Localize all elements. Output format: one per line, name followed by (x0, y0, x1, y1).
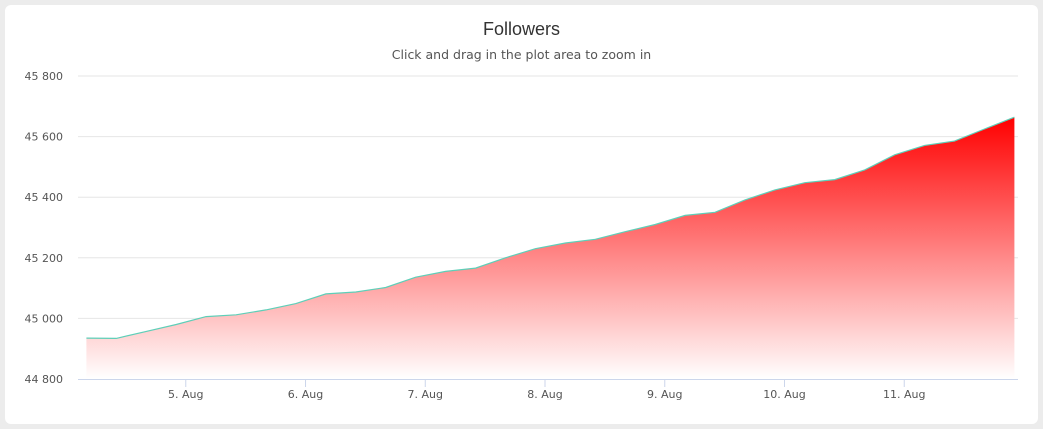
series-line (86, 116, 1015, 340)
y-tick-label: 45 400 (25, 191, 64, 204)
y-tick-label: 45 000 (25, 312, 64, 325)
x-tick-label: 6. Aug (288, 388, 323, 401)
x-tick-label: 9. Aug (647, 388, 682, 401)
x-tick-label: 7. Aug (408, 388, 443, 401)
y-tick-label: 44 800 (25, 373, 64, 386)
y-tick-label: 45 200 (25, 252, 64, 265)
x-tick-label: 11. Aug (883, 388, 925, 401)
plot-area[interactable] (86, 116, 1015, 379)
x-tick-label: 8. Aug (527, 388, 562, 401)
x-tick-label: 10. Aug (763, 388, 805, 401)
y-tick-label: 45 600 (25, 131, 64, 144)
chart-subtitle: Click and drag in the plot area to zoom … (391, 47, 652, 62)
y-tick-label: 45 800 (25, 70, 64, 83)
series-area-fill (86, 117, 1015, 379)
x-tick-label: 5. Aug (168, 388, 203, 401)
chart-title: Followers (482, 19, 561, 39)
x-axis: 5. Aug 6. Aug 7. Aug 8. Aug 9. Aug 10. Aug 11.… (78, 379, 1018, 401)
y-axis: 44 800 45 000 45 200 45 400 45 600 45 800 (25, 70, 64, 386)
